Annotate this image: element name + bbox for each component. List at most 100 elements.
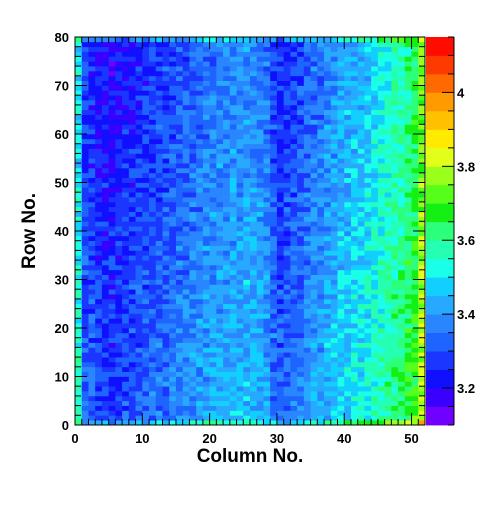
heatmap-cell xyxy=(189,66,197,72)
heatmap-cell xyxy=(398,347,406,353)
heatmap-cell xyxy=(128,119,136,125)
heatmap-cell xyxy=(398,66,406,72)
heatmap-cell xyxy=(418,318,426,324)
heatmap-cell xyxy=(135,371,143,377)
heatmap-cell xyxy=(364,415,372,421)
heatmap-cell xyxy=(115,240,123,246)
heatmap-cell xyxy=(344,206,352,212)
heatmap-cell xyxy=(404,216,412,222)
heatmap-cell xyxy=(250,100,258,106)
heatmap-cell xyxy=(189,318,197,324)
heatmap-cell xyxy=(135,221,143,227)
heatmap-cell xyxy=(384,415,392,421)
heatmap-cell xyxy=(162,114,170,120)
heatmap-cell xyxy=(122,192,130,198)
heatmap-cell xyxy=(209,153,217,159)
heatmap-cell xyxy=(263,405,271,411)
heatmap-cell xyxy=(108,197,116,203)
heatmap-cell xyxy=(81,80,89,86)
heatmap-cell xyxy=(418,303,426,309)
heatmap-cell xyxy=(202,51,210,57)
heatmap-cell xyxy=(202,221,210,227)
heatmap-cell xyxy=(283,192,291,198)
heatmap-cell xyxy=(135,269,143,275)
heatmap-cell xyxy=(182,400,190,406)
heatmap-cell xyxy=(330,279,338,285)
heatmap-cell xyxy=(115,255,123,261)
heatmap-cell xyxy=(243,75,251,81)
heatmap-cell xyxy=(101,395,109,402)
heatmap-cell xyxy=(324,143,332,149)
heatmap-cell xyxy=(364,289,372,295)
heatmap-cell xyxy=(236,269,244,275)
heatmap-cell xyxy=(317,381,325,387)
heatmap-cell xyxy=(189,114,197,120)
heatmap-cell xyxy=(142,124,150,130)
heatmap-cell xyxy=(398,148,406,154)
heatmap-cell xyxy=(276,114,284,120)
heatmap-cell xyxy=(149,138,157,145)
heatmap-cell xyxy=(411,216,419,222)
heatmap-cell xyxy=(149,323,157,329)
heatmap-cell xyxy=(364,197,372,203)
heatmap-cell xyxy=(175,41,184,48)
heatmap-cell xyxy=(270,61,278,67)
heatmap-cell xyxy=(149,381,157,387)
heatmap-cell xyxy=(196,255,204,261)
heatmap-cell xyxy=(115,337,123,343)
heatmap-cell xyxy=(418,279,426,285)
heatmap-cell xyxy=(243,289,251,295)
heatmap-cell xyxy=(324,420,332,426)
heatmap-cell xyxy=(175,129,184,135)
heatmap-cell xyxy=(411,85,419,91)
heatmap-cell xyxy=(283,148,291,154)
heatmap-cell xyxy=(223,294,231,300)
heatmap-cell xyxy=(81,400,89,406)
heatmap-cell xyxy=(297,235,305,242)
heatmap-cell xyxy=(290,352,298,358)
heatmap-cell xyxy=(344,56,352,62)
heatmap-cell xyxy=(418,187,426,193)
heatmap-cell xyxy=(324,255,332,261)
heatmap-cell xyxy=(384,37,392,43)
heatmap-cell xyxy=(344,85,352,91)
heatmap-cell xyxy=(216,172,224,178)
heatmap-cell xyxy=(95,400,103,406)
heatmap-cell xyxy=(101,85,109,91)
heatmap-cell xyxy=(243,201,251,208)
heatmap-cell xyxy=(81,235,89,242)
heatmap-cell xyxy=(108,201,116,208)
heatmap-cell xyxy=(290,284,298,290)
heatmap-cell xyxy=(297,206,305,212)
heatmap-cell xyxy=(149,51,157,57)
heatmap-cell xyxy=(101,61,109,67)
heatmap-cell xyxy=(135,100,143,106)
heatmap-cell xyxy=(250,250,258,256)
heatmap-cell xyxy=(250,61,258,67)
heatmap-cell xyxy=(250,255,258,261)
heatmap-cell xyxy=(169,90,177,96)
heatmap-cell xyxy=(128,289,136,295)
heatmap-cell xyxy=(88,294,96,300)
heatmap-cell xyxy=(330,70,338,77)
heatmap-cell xyxy=(115,216,123,222)
heatmap-cell xyxy=(229,386,237,392)
heatmap-cell xyxy=(310,201,318,208)
heatmap-cell xyxy=(418,235,426,242)
heatmap-cell xyxy=(75,158,83,164)
heatmap-cell xyxy=(324,318,332,324)
heatmap-cell xyxy=(364,410,372,416)
heatmap-cell xyxy=(270,235,278,242)
heatmap-cell xyxy=(122,284,130,290)
heatmap-cell xyxy=(337,134,345,140)
heatmap-cell xyxy=(384,366,392,372)
heatmap-cell xyxy=(101,109,109,115)
heatmap-cell xyxy=(256,104,264,111)
heatmap-cell xyxy=(391,211,399,217)
heatmap-cell xyxy=(303,216,311,222)
heatmap-cell xyxy=(418,420,426,426)
heatmap-cell xyxy=(229,163,237,169)
heatmap-cell xyxy=(310,197,318,203)
heatmap-cell xyxy=(196,70,204,77)
heatmap-cell xyxy=(202,328,210,334)
